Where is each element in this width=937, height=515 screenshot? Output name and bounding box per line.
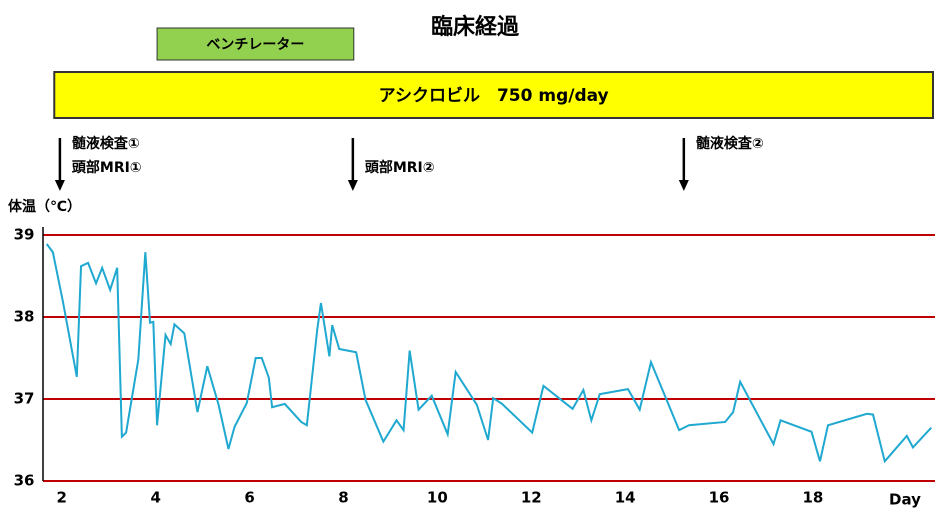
event-label: 髄液検査① [72,135,140,152]
chart-title: 臨床経過 [431,14,520,40]
therapy-label: ベンチレーター [206,37,304,53]
therapy-bar [156,27,355,61]
y-tick-label: 38 [14,308,35,326]
event-label: 頭部MRI① [72,159,142,176]
y-tick-label: 37 [14,390,35,408]
x-tick-label: 12 [521,489,542,507]
x-tick-label: 6 [244,489,254,507]
x-tick-label: 16 [709,489,730,507]
temperature-line [45,243,932,464]
x-tick-label: 18 [802,489,823,507]
event-label: 頭部MRI② [365,159,435,176]
y-tick-label: 36 [14,472,35,490]
y-tick-label: 39 [14,226,35,244]
x-tick-label: 4 [150,489,160,507]
y-axis-label: 体温（℃） [8,198,81,215]
x-tick-label: 8 [338,489,348,507]
x-tick-label: 10 [427,489,448,507]
event-label: 髄液検査② [696,135,764,152]
therapy-bar [53,71,934,119]
arrow-head [54,180,65,191]
therapy-label: アシクロビル 750 mg/day [379,86,609,106]
x-axis-label: Day [889,491,921,509]
arrow-head [678,180,689,191]
arrow-head [347,180,358,191]
x-tick-label: 2 [57,489,67,507]
x-tick-label: 14 [615,489,636,507]
